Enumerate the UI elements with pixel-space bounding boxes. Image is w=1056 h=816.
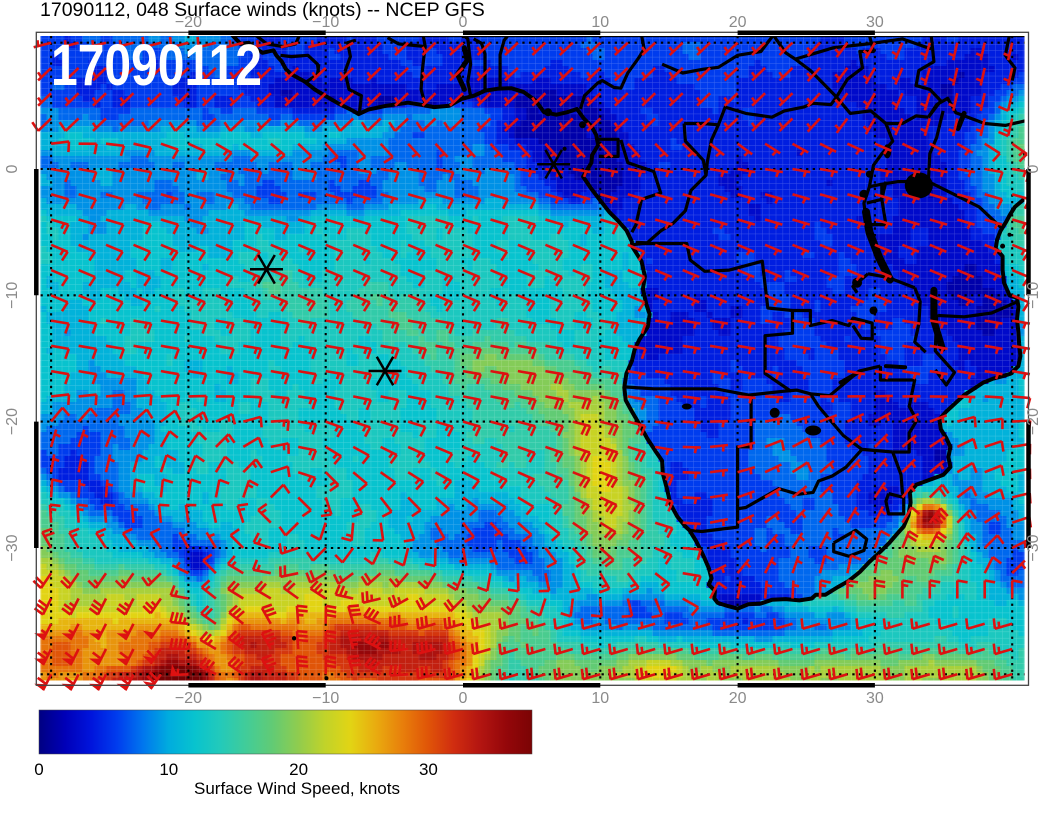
svg-text:−30: −30 xyxy=(1025,534,1042,561)
svg-text:20: 20 xyxy=(289,760,308,779)
svg-text:Surface Wind Speed, knots: Surface Wind Speed, knots xyxy=(194,779,400,798)
svg-text:0: 0 xyxy=(459,14,468,31)
svg-text:0: 0 xyxy=(4,164,21,173)
svg-text:−10: −10 xyxy=(312,14,339,31)
svg-text:−20: −20 xyxy=(4,408,21,435)
svg-text:10: 10 xyxy=(159,760,178,779)
svg-text:17090112, 048 Surface winds (k: 17090112, 048 Surface winds (knots) -- N… xyxy=(40,0,485,21)
svg-text:30: 30 xyxy=(419,760,438,779)
svg-text:30: 30 xyxy=(866,14,884,31)
svg-text:20: 20 xyxy=(729,14,747,31)
svg-text:−20: −20 xyxy=(1025,408,1042,435)
svg-text:0: 0 xyxy=(459,690,468,707)
svg-text:−10: −10 xyxy=(1025,282,1042,309)
svg-text:−30: −30 xyxy=(4,534,21,561)
svg-text:10: 10 xyxy=(591,14,609,31)
svg-text:0: 0 xyxy=(34,760,43,779)
svg-text:10: 10 xyxy=(591,690,609,707)
svg-text:0: 0 xyxy=(1025,164,1042,173)
svg-text:17090112: 17090112 xyxy=(51,34,262,98)
svg-text:−20: −20 xyxy=(175,690,202,707)
svg-text:30: 30 xyxy=(866,690,884,707)
svg-text:−10: −10 xyxy=(4,282,21,309)
svg-text:−20: −20 xyxy=(175,14,202,31)
svg-text:20: 20 xyxy=(729,690,747,707)
svg-text:−10: −10 xyxy=(312,690,339,707)
